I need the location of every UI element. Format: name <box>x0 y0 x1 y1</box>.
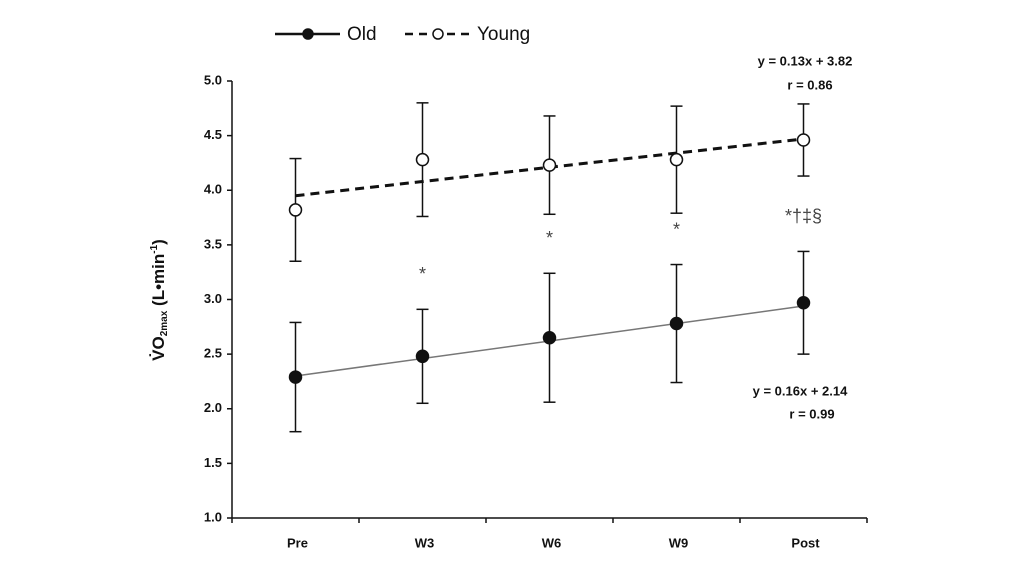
data-point <box>415 349 430 364</box>
y-label-sup: -1 <box>149 244 160 253</box>
y-label-close: ) <box>149 239 168 245</box>
y-tick-label: 2.0 <box>204 400 222 415</box>
y-label-sub: 2max <box>159 310 170 336</box>
data-point <box>669 316 684 331</box>
data-point <box>542 330 557 345</box>
significance-label: *†‡§ <box>785 206 822 226</box>
x-tick-label: Post <box>791 535 820 550</box>
x-tick-label: W9 <box>669 535 689 550</box>
legend-marker <box>432 28 444 40</box>
data-point <box>542 158 557 172</box>
data-point <box>669 152 684 167</box>
y-label-unit: (L•min <box>149 254 168 311</box>
significance-label: * <box>419 264 426 284</box>
y-tick-label: 4.5 <box>204 127 222 142</box>
y-tick-label: 1.5 <box>204 455 222 470</box>
y-tick-label: 3.0 <box>204 291 222 306</box>
y-label-main: V̇O <box>149 336 168 361</box>
data-point <box>288 203 303 217</box>
legend-label: Young <box>477 24 530 45</box>
data-point <box>796 133 811 147</box>
fit-r: r = 0.99 <box>789 406 834 421</box>
legend-label: Old <box>347 24 377 45</box>
fit-equation: y = 0.13x + 3.82 <box>758 53 853 68</box>
x-tick-label: Pre <box>287 535 308 550</box>
y-tick-label: 1.0 <box>204 509 222 524</box>
y-tick-label: 3.5 <box>204 236 222 251</box>
legend-marker <box>302 28 314 40</box>
significance-label: * <box>673 219 680 239</box>
x-tick-label: W6 <box>542 535 562 550</box>
y-tick-label: 4.0 <box>204 182 222 197</box>
fit-r: r = 0.86 <box>787 77 832 92</box>
fit-equation: y = 0.16x + 2.14 <box>753 383 848 398</box>
data-point <box>415 152 430 167</box>
y-axis-label: V̇O2max (L•min-1) <box>149 239 170 361</box>
significance-label: * <box>546 228 553 248</box>
x-tick-label: W3 <box>415 535 435 550</box>
y-tick-label: 2.5 <box>204 346 222 361</box>
data-point <box>288 370 303 384</box>
data-point <box>796 296 811 310</box>
y-tick-label: 5.0 <box>204 72 222 87</box>
